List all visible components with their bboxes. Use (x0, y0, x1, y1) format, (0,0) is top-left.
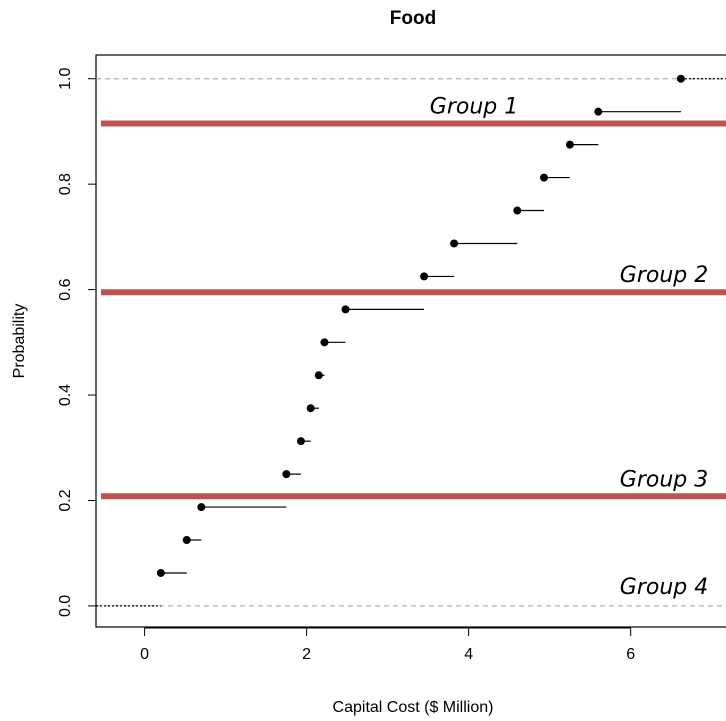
data-point (420, 272, 429, 281)
group-label: Group 2 (620, 263, 708, 288)
data-point (341, 305, 350, 314)
x-tick-label: 0 (140, 646, 149, 663)
data-point (182, 536, 191, 545)
y-axis: 0.0 0.2 0.4 0.6 0.8 1.0 (57, 68, 97, 617)
y-tick-label: 0.0 (57, 595, 74, 617)
y-tick-label: 1.0 (57, 68, 74, 90)
group-label: Group 1 (430, 95, 518, 120)
y-tick-label: 0.4 (57, 384, 74, 406)
data-point (540, 173, 548, 182)
data-point (282, 470, 291, 479)
chart-title: Food (390, 8, 436, 29)
y-tick-label: 0.8 (57, 173, 74, 195)
data-point (565, 140, 574, 149)
data-point (156, 568, 165, 577)
data-point (676, 74, 685, 83)
data-point (594, 107, 603, 116)
y-axis-label: Probability (11, 304, 28, 379)
step-segments (96, 78, 726, 607)
data-points (156, 74, 685, 577)
data-point (296, 437, 305, 446)
group-label: Group 4 (620, 575, 708, 600)
data-point (306, 404, 315, 413)
data-point (197, 503, 206, 512)
group-lines: Group 1 Group 2 Group 3 Group 4 (101, 95, 726, 600)
x-tick-label: 2 (302, 646, 311, 663)
data-point (450, 239, 459, 248)
x-axis-label: Capital Cost ($ Million) (333, 699, 494, 716)
y-tick-label: 0.2 (57, 489, 74, 511)
reference-lines (96, 78, 726, 607)
data-point (314, 371, 323, 380)
x-tick-label: 4 (464, 646, 473, 663)
x-tick-label: 6 (626, 646, 635, 663)
x-axis: 0 2 4 6 (140, 627, 635, 663)
data-point (320, 338, 329, 347)
group-label: Group 3 (620, 467, 708, 492)
data-point (513, 206, 522, 215)
y-tick-label: 0.6 (57, 278, 74, 300)
